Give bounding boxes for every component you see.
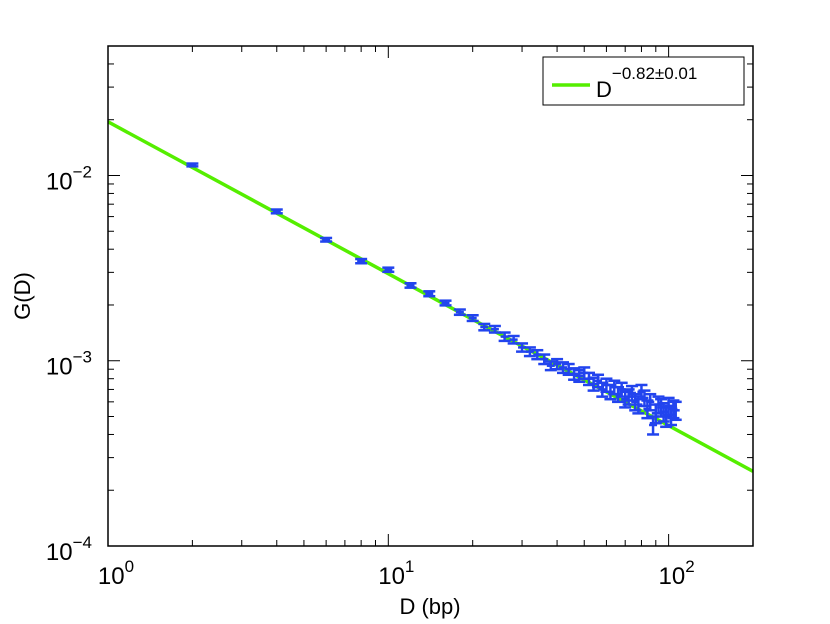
- x-axis-label: D (bp): [399, 594, 460, 619]
- data-point: [498, 331, 511, 343]
- legend-label-exponent: −0.82±0.01: [612, 64, 697, 83]
- data-point: [551, 357, 564, 371]
- axis-ticks: [107, 45, 754, 547]
- data-point: [523, 346, 536, 358]
- legend: D−0.82±0.01: [542, 56, 745, 106]
- data-point: [439, 299, 452, 307]
- data-point: [423, 290, 436, 298]
- y-axis-label: G(D): [10, 272, 35, 320]
- x-tick-label: 101: [378, 557, 414, 590]
- data-point: [320, 236, 333, 243]
- legend-label-fit: D−0.82±0.01: [596, 64, 697, 102]
- data-point: [669, 400, 682, 422]
- plot-frame: [107, 45, 754, 547]
- plot-area: [108, 120, 753, 473]
- data-point: [478, 322, 491, 332]
- x-tick-label: 100: [98, 557, 134, 590]
- data-point: [466, 314, 479, 323]
- data-point: [544, 360, 557, 372]
- data-point: [270, 208, 283, 215]
- data-point: [538, 353, 551, 366]
- x-tick-label: 102: [659, 557, 695, 590]
- y-tick-label: 10−4: [46, 533, 92, 566]
- y-tick-label: 10−2: [46, 162, 92, 195]
- data-point: [644, 392, 657, 412]
- data-point: [382, 266, 395, 274]
- data-point: [596, 381, 609, 398]
- data-point: [404, 282, 417, 289]
- data-point: [186, 162, 199, 168]
- legend-box: [542, 56, 745, 106]
- data-point: [355, 257, 368, 265]
- tick-labels: 100 101 102 10−4 10−3 10−2: [46, 162, 695, 590]
- legend-label-base: D: [596, 77, 612, 102]
- data-point: [453, 308, 466, 317]
- data-point: [592, 373, 605, 389]
- y-tick-label: 10−3: [46, 348, 92, 381]
